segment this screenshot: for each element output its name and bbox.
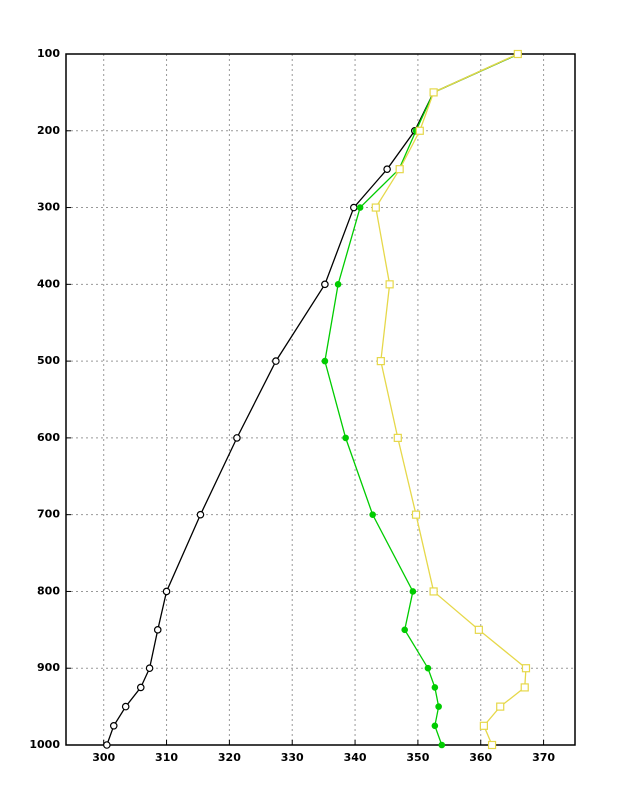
marker	[103, 741, 111, 749]
marker	[196, 510, 205, 519]
y-tick-label: 900	[37, 661, 60, 674]
marker	[383, 165, 391, 173]
marker	[162, 587, 171, 596]
marker	[376, 357, 385, 366]
marker	[121, 702, 130, 711]
marker	[435, 703, 442, 710]
marker	[393, 433, 402, 442]
marker	[145, 664, 154, 673]
marker	[334, 281, 342, 288]
marker	[431, 722, 439, 730]
marker	[521, 664, 531, 673]
x-tick-label: 360	[469, 751, 492, 764]
marker	[513, 49, 522, 59]
marker	[356, 204, 364, 211]
marker	[369, 511, 376, 518]
y-tick-label: 200	[37, 124, 60, 137]
marker	[321, 357, 329, 365]
marker	[479, 721, 488, 730]
marker	[487, 740, 497, 750]
marker	[401, 626, 409, 634]
x-tick-label: 350	[406, 751, 429, 764]
marker	[109, 722, 118, 730]
y-tick-label: 100	[37, 47, 60, 60]
marker	[395, 165, 404, 174]
marker	[429, 88, 438, 97]
marker	[321, 280, 329, 289]
y-tick-label: 800	[37, 584, 60, 597]
marker	[136, 683, 145, 692]
x-tick-label: 330	[281, 751, 304, 764]
y-tick-label: 1000	[29, 738, 60, 751]
x-tick-label: 340	[344, 751, 367, 764]
x-tick-label: 320	[218, 751, 241, 764]
x-tick-label: 300	[92, 751, 115, 764]
marker	[342, 434, 349, 442]
marker	[431, 684, 439, 691]
series-line	[375, 53, 527, 746]
marker	[409, 588, 417, 595]
marker	[371, 203, 380, 212]
y-tick-label: 400	[37, 277, 60, 290]
marker	[272, 357, 280, 365]
y-tick-label: 500	[37, 354, 60, 367]
y-tick-label: 300	[37, 201, 60, 214]
marker	[474, 625, 483, 634]
x-tick-label: 370	[532, 751, 555, 764]
marker	[411, 510, 421, 519]
marker	[350, 203, 358, 212]
marker	[153, 626, 162, 634]
marker	[233, 434, 241, 442]
marker	[424, 664, 432, 672]
series-line	[324, 53, 519, 746]
marker	[415, 126, 424, 135]
series-line	[106, 53, 519, 746]
marker	[520, 683, 529, 692]
y-tick-label: 700	[37, 508, 60, 521]
plot-frame	[65, 53, 576, 746]
marker	[429, 587, 438, 596]
x-tick-label: 310	[155, 751, 178, 764]
y-tick-label: 600	[37, 431, 60, 444]
marker	[438, 741, 446, 749]
marker	[385, 280, 394, 289]
marker	[496, 702, 505, 711]
